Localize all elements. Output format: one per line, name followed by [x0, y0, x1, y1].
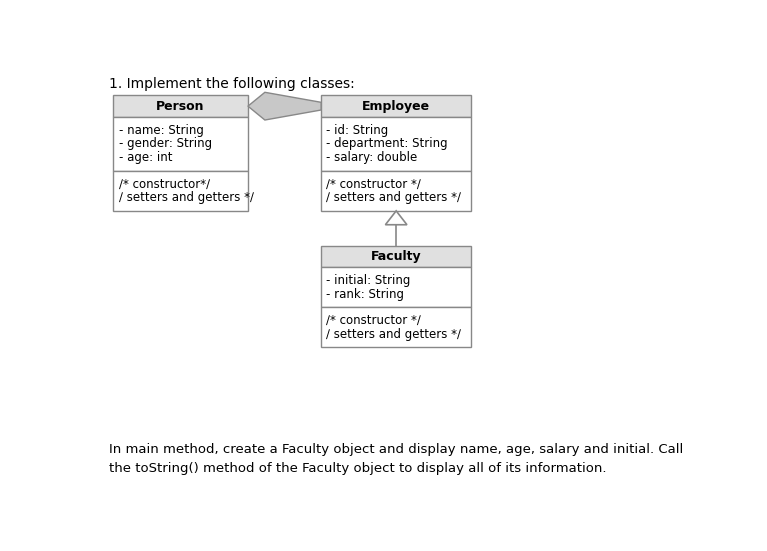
Text: ∕* constructor *∕: ∕* constructor *∕ [327, 177, 421, 191]
Text: Person: Person [156, 100, 205, 112]
Text: 1. Implement the following classes:: 1. Implement the following classes: [109, 77, 354, 91]
Text: - salary: double: - salary: double [327, 152, 418, 164]
Text: - name: String: - name: String [119, 123, 203, 137]
Bar [321, 95, 471, 117]
Text: ∕ setters and getters *∕: ∕ setters and getters *∕ [327, 328, 462, 341]
Bar [114, 171, 248, 211]
Text: - gender: String: - gender: String [119, 137, 212, 150]
Text: Employee: Employee [362, 100, 430, 112]
Text: - department: String: - department: String [327, 137, 448, 150]
Text: ∕ setters and getters *∕: ∕ setters and getters *∕ [327, 191, 462, 204]
Bar [321, 267, 471, 307]
Bar [321, 307, 471, 347]
Bar [321, 171, 471, 211]
Text: ∕ setters and getters *∕: ∕ setters and getters *∕ [119, 191, 254, 204]
Text: - age: int: - age: int [119, 152, 172, 164]
Text: - rank: String: - rank: String [327, 288, 404, 300]
Polygon shape [248, 93, 321, 120]
Text: ∕* constructor *∕: ∕* constructor *∕ [327, 314, 421, 327]
Bar [114, 95, 248, 117]
Bar [321, 117, 471, 171]
Bar [321, 246, 471, 267]
Text: ∕* constructor*∕: ∕* constructor*∕ [119, 177, 209, 191]
Text: - id: String: - id: String [327, 123, 389, 137]
Text: - initial: String: - initial: String [327, 274, 411, 287]
Bar [114, 117, 248, 171]
Polygon shape [385, 211, 407, 225]
Text: In main method, create a Faculty object and display name, age, salary and initia: In main method, create a Faculty object … [109, 444, 683, 476]
Text: Faculty: Faculty [371, 250, 422, 263]
